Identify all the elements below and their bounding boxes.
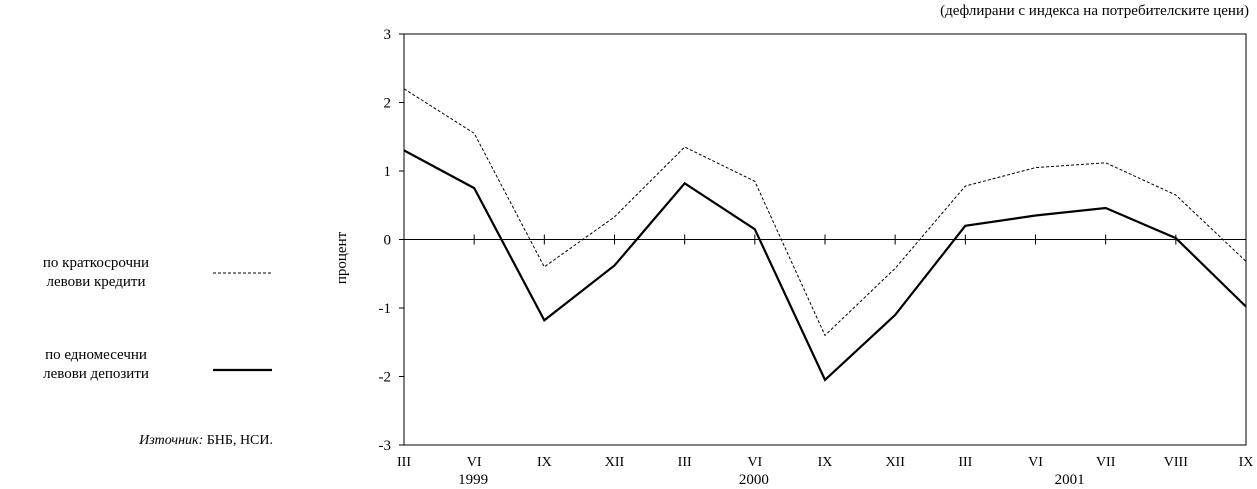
source-note: Източник: БНБ, НСИ. bbox=[0, 433, 273, 449]
x-tick-label: VI bbox=[747, 455, 762, 470]
x-tick-label: III bbox=[678, 455, 692, 470]
x-tick-label: III bbox=[958, 455, 972, 470]
x-tick-label: III bbox=[397, 455, 411, 470]
x-tick-label: XII bbox=[605, 455, 625, 470]
series-line-deposits bbox=[403, 149, 1247, 382]
source-key: Източник: bbox=[139, 433, 204, 448]
x-tick-label: VI bbox=[467, 455, 482, 470]
source-value: БНБ, НСИ. bbox=[206, 433, 273, 448]
y-tick-label: 2 bbox=[384, 96, 392, 112]
legend-label-credits: по краткосрочни левови кредити bbox=[0, 254, 192, 292]
legend-label-deposits-line1: по едномесечни bbox=[45, 347, 147, 363]
x-tick-label: IX bbox=[1239, 455, 1254, 470]
y-tick-label: -1 bbox=[379, 301, 392, 317]
y-tick-label: 1 bbox=[384, 164, 392, 180]
series-line-credits bbox=[403, 88, 1247, 337]
legend-label-deposits: по едномесечни левови депозити bbox=[0, 346, 192, 384]
legend-label-credits-line1: по краткосрочни bbox=[42, 255, 150, 271]
y-tick-label: -3 bbox=[379, 438, 392, 454]
y-tick-label: -2 bbox=[379, 370, 392, 386]
y-axis-title: процент bbox=[334, 231, 350, 284]
y-tick-label: 0 bbox=[384, 233, 392, 249]
x-tick-label: VII bbox=[1096, 455, 1116, 470]
year-label: 2001 bbox=[1055, 472, 1085, 488]
chart-subtitle: (дефлирани с индекса на потребителските … bbox=[940, 3, 1249, 19]
x-tick-label: VIII bbox=[1164, 455, 1188, 470]
x-tick-label: XII bbox=[885, 455, 905, 470]
year-label: 1999 bbox=[458, 472, 488, 488]
y-tick-label: 3 bbox=[384, 27, 392, 43]
x-tick-label: IX bbox=[537, 455, 552, 470]
year-label: 2000 bbox=[739, 472, 769, 488]
legend-label-credits-line2: левови кредити bbox=[46, 274, 146, 290]
x-tick-label: IX bbox=[818, 455, 833, 470]
legend-label-deposits-line2: левови депозити bbox=[43, 366, 149, 382]
x-tick-label: VI bbox=[1028, 455, 1043, 470]
